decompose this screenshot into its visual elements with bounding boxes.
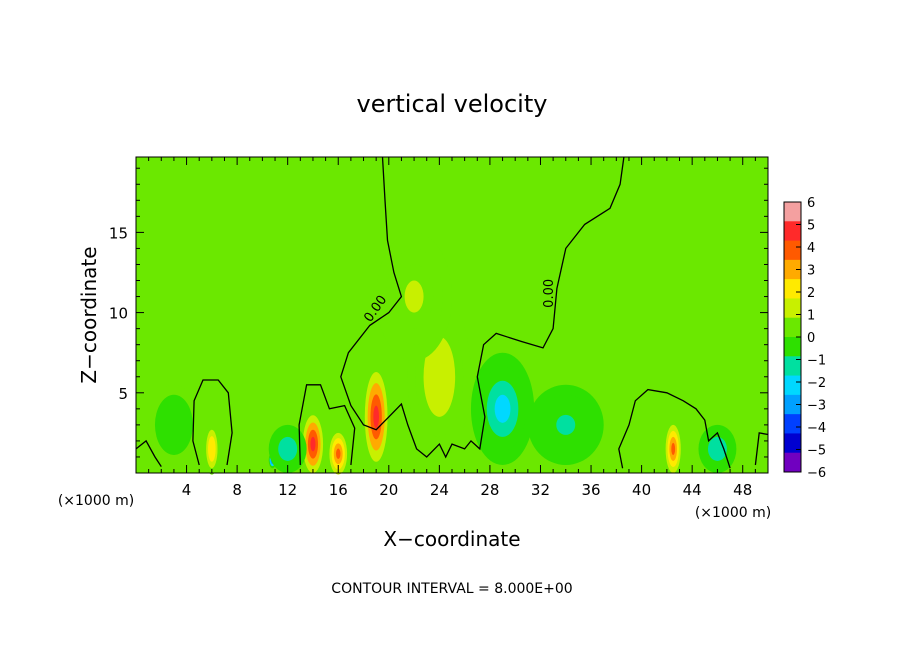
colorbar-swatch-11 [784,414,801,434]
colorbar-tick-label-8: −2 [807,376,826,391]
field-feature-2 [336,448,341,459]
y-tick-label-10: 10 [109,305,128,323]
colorbar-swatch-1 [784,221,801,242]
colorbar-swatch-8 [784,356,801,377]
field-feature-12 [167,414,181,435]
x-tick-label-24: 24 [430,481,449,499]
x-tick-label-16: 16 [329,481,348,499]
contour-line-1 [192,379,233,466]
colorbar-tick-label-11: −5 [807,444,826,459]
colorbar-swatch-2 [784,240,801,261]
colorbar-tick-label-9: −3 [807,399,826,414]
chart-title: vertical velocity [357,90,548,118]
colorbar-swatch-12 [784,433,801,454]
y-axis-title: Z−coordinate [77,246,101,383]
contour-interval-note: CONTOUR INTERVAL = 8.000E+00 [331,581,572,597]
colorbar-tick-label-10: −4 [807,421,826,436]
x-axis-ticks: 4 8 12 16 20 24 28 32 36 40 44 48 [148,157,756,499]
colorbar-swatch-6 [784,317,801,338]
x-tick-label-36: 36 [581,481,600,499]
colorbar-swatch-9 [784,375,801,396]
y-axis-ticks: 5 10 15 [109,167,768,458]
x-unit-right: (×1000 m) [695,505,771,521]
field-feature-8 [671,442,676,455]
colorbar-tick-label-5: 1 [807,309,815,324]
x-unit-left: (×1000 m) [58,493,134,509]
colorbar-tick-label-1: 5 [807,219,815,234]
field-feature-0 [209,442,214,456]
colorbar-tick-label-4: 2 [807,286,815,301]
colorbar-swatch-13 [784,452,801,473]
field-feature-6 [494,394,511,423]
colorbar-tick-label-12: −6 [807,466,826,481]
field-feature-7 [556,414,576,435]
colorbar-tick-label-7: −1 [807,354,826,369]
colorbar-swatch-5 [784,298,801,319]
field-feature-5 [404,280,424,313]
field-feature-10 [282,442,293,455]
x-tick-label-48: 48 [733,481,752,499]
field-feature-4 [431,356,448,397]
colorbar-tick-label-2: 4 [807,241,815,256]
zero-contour-lines [135,156,769,469]
x-tick-label-44: 44 [683,481,702,499]
contour-line-2 [298,384,356,466]
contour-line-3 [618,388,731,469]
colorbar-swatch-0 [784,202,801,222]
x-tick-label-8: 8 [232,481,242,499]
x-tick-label-40: 40 [632,481,651,499]
x-tick-label-28: 28 [480,481,499,499]
colorbar-tick-label-6: 0 [807,331,815,346]
y-tick-label-5: 5 [118,385,128,403]
velocity-field [136,157,768,475]
x-tick-label-4: 4 [182,481,192,499]
colorbar-swatch-3 [784,259,801,280]
contour-line-5 [754,432,769,466]
colorbar-tick-label-3: 3 [807,264,815,279]
field-feature-3 [373,405,380,429]
colorbar-tick-label-0: 6 [807,196,815,211]
field-feature-11 [712,442,723,455]
contour-label-1: 0.00 [542,279,557,308]
contour-line-4 [135,439,162,467]
colorbar-swatch-10 [784,394,801,415]
contour-line-0 [340,156,625,459]
x-axis-title: X−coordinate [383,527,520,551]
colorbar-swatch-7 [784,337,801,357]
colorbar: 6 5 4 3 2 1 0 −1 −2 −3 −4 −5 −6 [783,196,826,481]
colorbar-swatch-4 [784,279,801,299]
y-tick-label-15: 15 [109,224,128,242]
x-tick-label-20: 20 [379,481,398,499]
x-tick-label-12: 12 [278,481,297,499]
x-tick-label-32: 32 [531,481,550,499]
field-feature-1 [310,436,316,452]
